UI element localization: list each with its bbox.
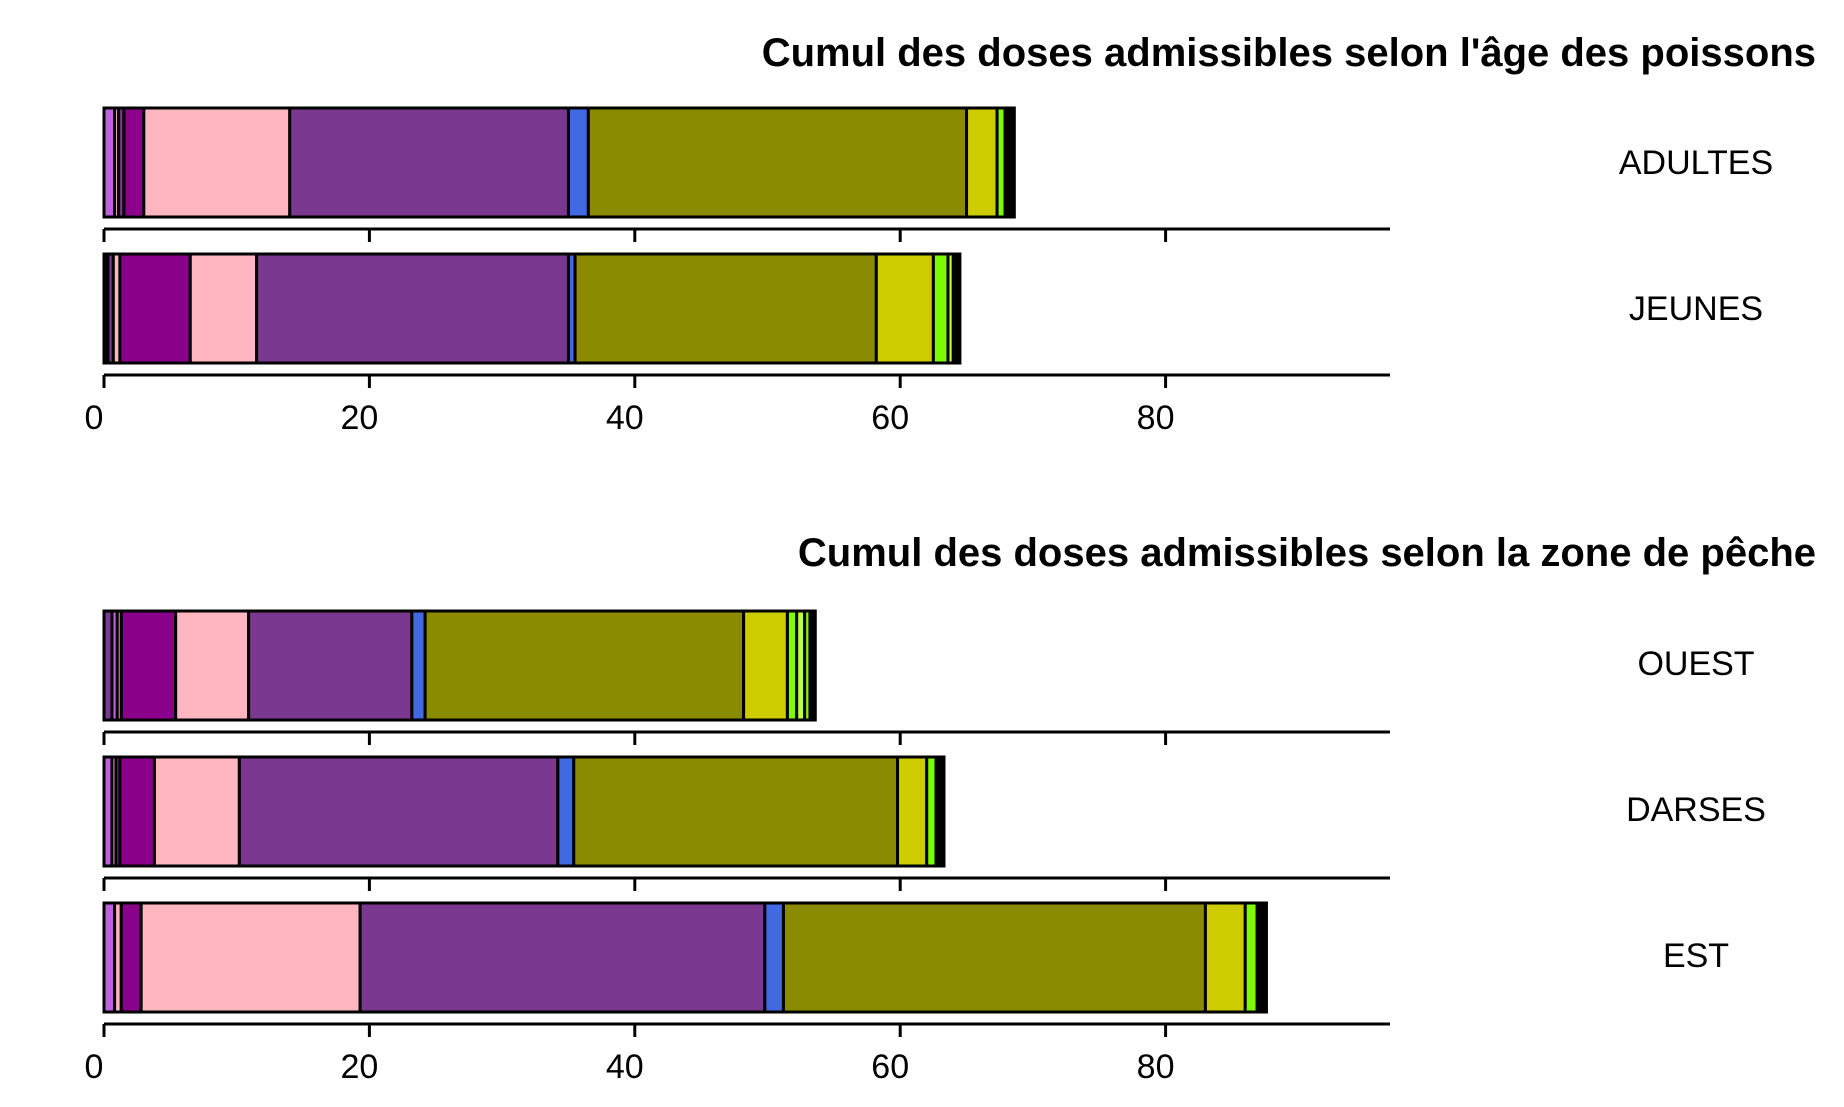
bar-row-adultes <box>102 106 1016 219</box>
x-tick-label: 60 <box>871 1048 909 1086</box>
bar-segment <box>102 901 117 1014</box>
bar-segment <box>1003 106 1016 219</box>
bar-segment <box>188 252 259 365</box>
x-tick-label: 80 <box>1137 399 1175 437</box>
bar-segment <box>174 609 251 722</box>
bar-segment <box>572 755 900 868</box>
bar-segment <box>965 106 999 219</box>
bar-segment <box>152 755 241 868</box>
bar-row-darses <box>102 755 946 868</box>
bar-segment <box>781 901 1207 1014</box>
x-tick-label: 40 <box>606 1048 644 1086</box>
bar-segment <box>808 609 817 722</box>
bar-segment <box>423 609 746 722</box>
bar-segment <box>1243 901 1259 1014</box>
row-label-ouest: OUEST <box>1637 645 1754 683</box>
bar-segment <box>410 609 427 722</box>
bar-segment <box>358 901 767 1014</box>
bar-segment <box>951 252 962 365</box>
x-tick-label: 80 <box>1137 1048 1175 1086</box>
bar-segment <box>586 106 969 219</box>
bar-segment <box>142 106 292 219</box>
bar-segment <box>247 609 414 722</box>
bar-segment <box>566 106 590 219</box>
chart-title: Cumul des doses admissibles selon la zon… <box>798 531 1816 575</box>
bar-row-est <box>102 901 1268 1014</box>
bar-segment <box>102 106 117 219</box>
bar-segment <box>288 106 570 219</box>
bar-segment <box>931 252 950 365</box>
bar-segment <box>1203 901 1247 1014</box>
x-tick-label: 20 <box>340 1048 378 1086</box>
bar-segment <box>118 252 192 365</box>
bar-segment <box>237 755 560 868</box>
x-tick-label: 0 <box>85 1048 104 1086</box>
bar-segment <box>255 252 570 365</box>
x-tick-label: 60 <box>871 399 909 437</box>
bar-segment <box>119 901 143 1014</box>
bar-segment <box>1255 901 1268 1014</box>
chart-panel-zone: Cumul des doses admissibles selon la zon… <box>85 531 1816 1086</box>
row-label-adultes: ADULTES <box>1619 144 1773 182</box>
bar-segment <box>934 755 946 868</box>
bar-segment <box>139 901 362 1014</box>
x-tick-label: 20 <box>340 399 378 437</box>
row-label-jeunes: JEUNES <box>1629 290 1763 328</box>
bar-segment <box>119 609 178 722</box>
bar-segment <box>742 609 789 722</box>
bar-segment <box>763 901 785 1014</box>
bar-segment <box>556 755 576 868</box>
row-label-est: EST <box>1663 937 1729 975</box>
bar-segment <box>573 252 878 365</box>
x-tick-label: 0 <box>85 399 104 437</box>
bar-segment <box>874 252 935 365</box>
x-tick-label: 40 <box>606 399 644 437</box>
row-label-darses: DARSES <box>1626 791 1766 829</box>
chart-title: Cumul des doses admissibles selon l'âge … <box>762 31 1816 75</box>
bar-row-ouest <box>102 609 817 722</box>
bar-segment <box>122 106 146 219</box>
chart-panel-age: Cumul des doses admissibles selon l'âge … <box>85 31 1816 437</box>
bar-segment <box>118 755 156 868</box>
bar-segment <box>896 755 929 868</box>
bar-row-jeunes <box>102 252 962 365</box>
